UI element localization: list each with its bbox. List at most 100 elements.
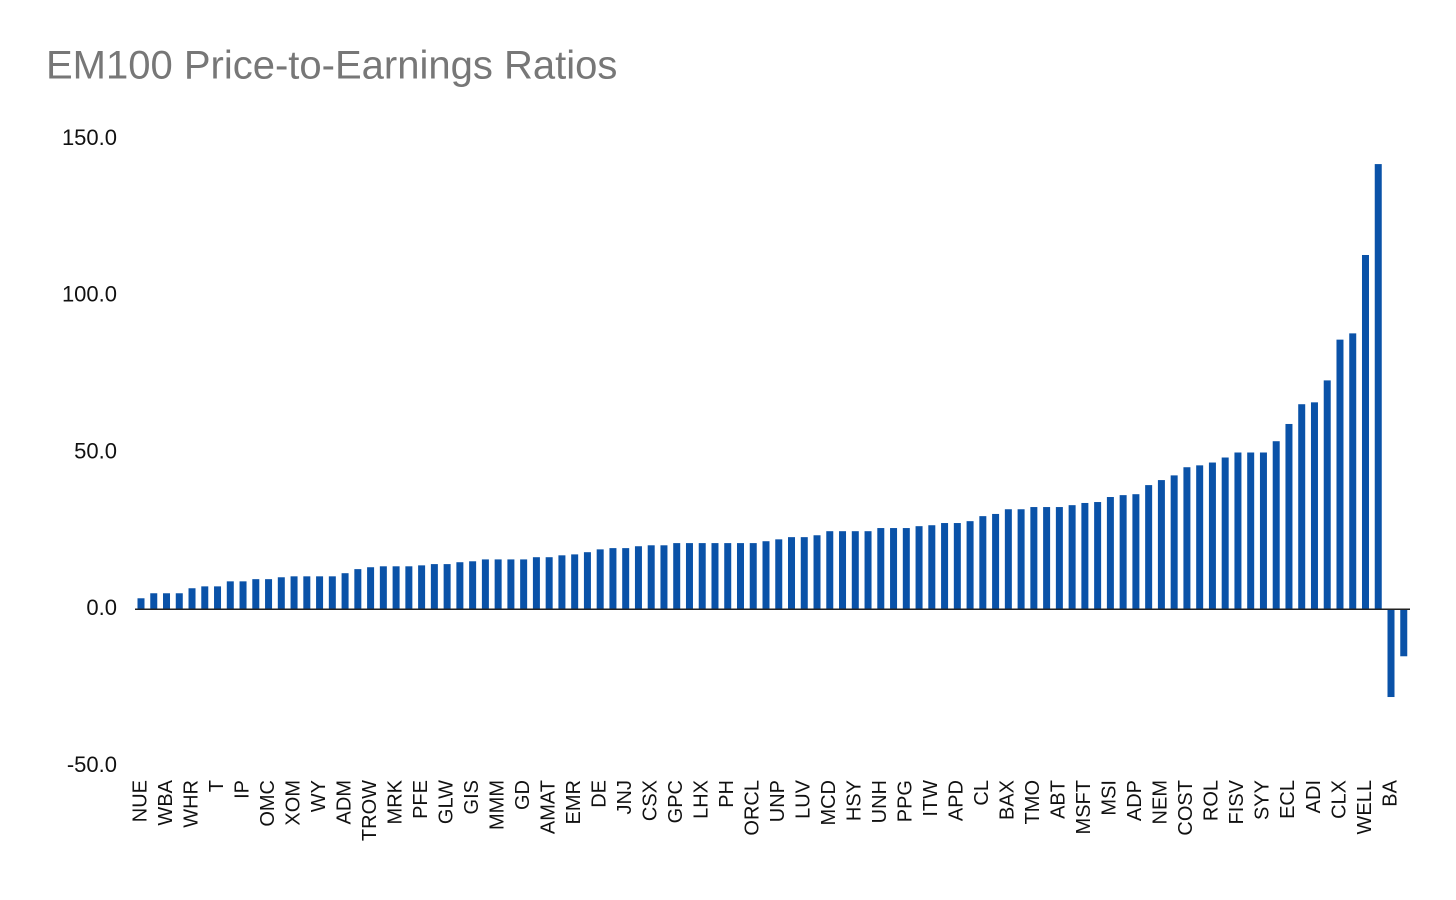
bar (481, 559, 489, 610)
bar (1106, 497, 1114, 610)
bar (443, 564, 451, 610)
bar (277, 577, 285, 610)
x-tick-label: ABT (1048, 780, 1070, 819)
bar (341, 573, 349, 610)
bar (839, 531, 847, 610)
x-tick-label: WY (308, 780, 330, 812)
bar (647, 545, 655, 610)
bar (992, 513, 1000, 610)
bar (1259, 452, 1267, 610)
bar (864, 531, 872, 610)
bar (634, 546, 642, 610)
bar (469, 561, 477, 610)
x-tick-label: GPC (665, 780, 687, 823)
bar (1119, 495, 1127, 610)
bar (596, 549, 604, 610)
bar (405, 566, 413, 610)
bar (749, 543, 757, 610)
bar (941, 523, 949, 610)
bar (290, 576, 298, 610)
x-tick-label: TROW (359, 780, 381, 841)
x-tick-label: MSI (1099, 780, 1121, 816)
x-tick-label: CL (971, 780, 993, 806)
x-tick-label: JNJ (614, 780, 636, 814)
bar (1157, 480, 1165, 610)
x-tick-label: ADI (1303, 780, 1325, 813)
bar (915, 526, 923, 610)
bar (1323, 380, 1331, 610)
x-tick-label: CLX (1328, 780, 1350, 819)
bar (1043, 507, 1051, 610)
bar (367, 567, 375, 610)
bar (456, 562, 464, 610)
x-tick-label: NEM (1150, 780, 1172, 824)
bar (545, 557, 553, 610)
x-tick-label: NUE (129, 780, 151, 822)
x-tick-label: MMM (486, 780, 508, 830)
x-tick-label: WHR (180, 780, 202, 828)
bar (698, 543, 706, 610)
x-tick-label: TMO (1022, 780, 1044, 824)
bar (252, 579, 260, 610)
bar (430, 564, 438, 610)
x-tick-label: WBA (155, 779, 177, 825)
bar (1285, 423, 1293, 610)
bar (1081, 502, 1089, 610)
bar (1068, 505, 1076, 610)
bar (928, 525, 936, 610)
x-tick-label: HSY (844, 780, 866, 821)
bar (507, 559, 515, 610)
bar (392, 566, 400, 610)
x-tick-label: ADP (1124, 780, 1146, 821)
bar (201, 586, 209, 610)
bar (214, 586, 222, 610)
bar (1234, 452, 1242, 610)
x-tick-label: PPG (895, 780, 917, 822)
bar (303, 576, 311, 610)
x-tick-label: APD (946, 780, 968, 821)
bar (571, 554, 579, 610)
bar (163, 593, 171, 610)
x-tick-label: MCD (818, 780, 840, 826)
bar (265, 579, 273, 610)
x-tick-label: EMR (563, 780, 585, 824)
bar (1361, 254, 1369, 610)
bar (1298, 404, 1306, 610)
bar (188, 588, 196, 610)
bar (137, 598, 145, 610)
bar (609, 548, 617, 610)
x-tick-label: COST (1175, 780, 1197, 836)
x-tick-label: XOM (282, 780, 304, 826)
y-tick-label: 100.0 (62, 282, 117, 307)
bar (379, 566, 387, 610)
x-tick-label: AMAT (537, 780, 559, 834)
bar (685, 543, 693, 610)
x-tick-label: WELL (1354, 780, 1376, 834)
bar (1055, 507, 1063, 610)
x-tick-label: ECL (1277, 780, 1299, 819)
x-tick-label: UNP (767, 780, 789, 822)
bar (1336, 339, 1344, 610)
chart-title: EM100 Price-to-Earnings Ratios (46, 44, 617, 88)
bar (673, 543, 681, 610)
x-tick-label: LUV (793, 779, 815, 819)
x-tick-label: GIS (461, 780, 483, 814)
x-tick-label: SYY (1252, 780, 1274, 820)
bar (1221, 457, 1229, 610)
x-tick-label: BA (1379, 779, 1401, 806)
bar (1183, 467, 1191, 610)
bar (354, 569, 362, 610)
y-tick-label: 0.0 (86, 595, 117, 620)
bar (226, 581, 234, 610)
x-tick-label: PH (716, 780, 738, 808)
x-tick-label: MRK (384, 779, 406, 824)
bar (826, 531, 834, 610)
x-tick-label: IP (231, 780, 253, 799)
bar (532, 557, 540, 610)
bar (902, 528, 910, 610)
bar (239, 581, 247, 610)
bar (966, 521, 974, 610)
x-tick-label: CSX (639, 780, 661, 821)
x-tick-label: GLW (435, 780, 457, 824)
